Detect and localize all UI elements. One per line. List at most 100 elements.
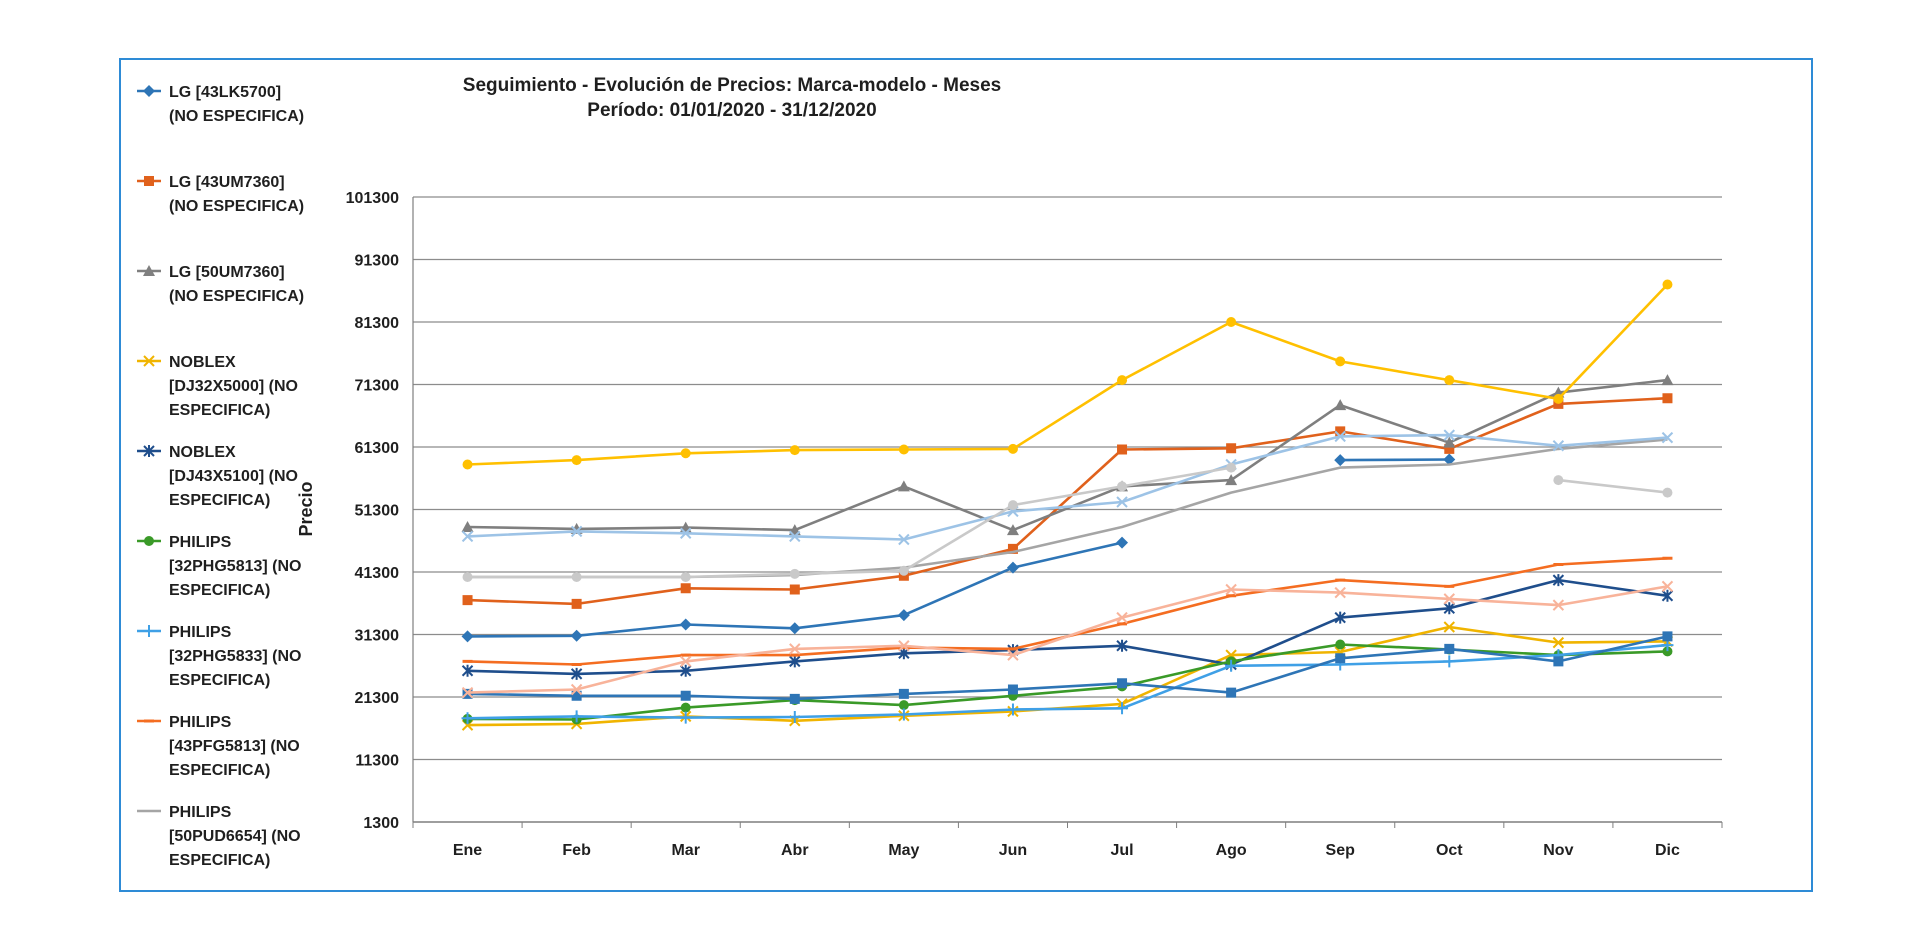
x-tick-label: Mar xyxy=(671,842,699,859)
y-axis-ticks: 1300 11300 21300 31300 41300 51300 61300 71300 8… xyxy=(346,190,399,832)
legend-item: LG [43UM7360] (NO ESPECIFICA) xyxy=(137,174,304,215)
data-point xyxy=(570,710,583,723)
data-point xyxy=(571,572,582,582)
data-point xyxy=(1662,279,1673,290)
legend-label: [32PHG5833] (NO xyxy=(169,648,302,665)
data-point xyxy=(789,568,800,579)
x-tick-label: May xyxy=(888,842,919,859)
data-point xyxy=(680,527,692,539)
y-tick-label: 41300 xyxy=(355,565,400,582)
data-point xyxy=(1552,574,1565,587)
data-point xyxy=(1226,317,1237,327)
y-tick-label: 101300 xyxy=(346,190,399,207)
legend-swatch-marker xyxy=(144,176,154,186)
data-point xyxy=(897,609,910,622)
data-point xyxy=(1443,593,1455,605)
data-point xyxy=(789,655,801,668)
data-point xyxy=(1553,475,1564,486)
x-tick-label: Jun xyxy=(999,842,1027,859)
x-tick-label: Abr xyxy=(781,842,809,859)
data-point xyxy=(680,702,691,713)
series-6 xyxy=(462,639,1673,725)
data-point xyxy=(1007,684,1018,695)
data-point xyxy=(788,622,801,635)
data-point xyxy=(1117,375,1128,386)
data-point xyxy=(789,643,801,655)
data-point xyxy=(680,664,692,677)
legend-label: ESPECIFICA) xyxy=(169,672,270,689)
legend-label: [43PFG5813] (NO xyxy=(169,738,300,755)
series-line xyxy=(467,396,1668,606)
data-point xyxy=(1006,703,1019,716)
y-tick-label: 1300 xyxy=(363,815,399,832)
legend-item: PHILIPS [43PFG5813] (NO ESPECIFICA) xyxy=(137,714,300,779)
data-point xyxy=(1443,436,1456,448)
data-point xyxy=(571,455,582,466)
legend-swatch-marker xyxy=(144,536,154,546)
gridlines xyxy=(412,196,1723,828)
data-point xyxy=(1662,487,1673,498)
data-point xyxy=(1116,639,1128,652)
legend-label: (NO ESPECIFICA) xyxy=(169,198,304,215)
legend-item: PHILIPS [50PUD6654] (NO ESPECIFICA) xyxy=(137,804,301,869)
data-point xyxy=(1443,429,1455,441)
data-point xyxy=(898,444,909,455)
y-tick-label: 11300 xyxy=(355,753,399,770)
series-line xyxy=(467,625,1668,727)
data-point xyxy=(1334,399,1347,411)
legend-label: ESPECIFICA) xyxy=(169,492,270,509)
data-point xyxy=(462,595,473,606)
y-tick-label: 51300 xyxy=(355,503,400,520)
data-point xyxy=(680,655,692,668)
data-point xyxy=(461,712,474,725)
data-point xyxy=(1661,374,1674,386)
y-tick-label: 81300 xyxy=(355,315,400,332)
legend-label: NOBLEX xyxy=(169,444,236,461)
data-point xyxy=(1662,646,1673,657)
legend-label: [DJ43X5100] (NO xyxy=(169,468,298,485)
x-tick-label: Sep xyxy=(1326,842,1356,859)
series-3 xyxy=(461,374,1674,536)
x-axis-ticks: Ene Feb Mar Abr May Jun Jul Ago Sep Oct Nov Dic xyxy=(453,842,1680,859)
data-point xyxy=(789,445,800,456)
data-point xyxy=(1552,599,1565,611)
data-point xyxy=(1661,589,1674,602)
data-point xyxy=(461,630,474,643)
legend-label: [DJ32X5000] (NO xyxy=(169,378,298,395)
series-lines xyxy=(461,279,1674,731)
legend-item: PHILIPS [32PHG5813] (NO ESPECIFICA) xyxy=(137,534,302,599)
data-point xyxy=(1334,586,1346,599)
chart-title: Seguimiento - Evolución de Precios: Marc… xyxy=(463,75,1001,96)
data-point xyxy=(789,584,800,595)
data-point xyxy=(1226,687,1237,698)
data-point xyxy=(1662,631,1673,642)
data-point xyxy=(680,448,691,459)
legend-label: (NO ESPECIFICA) xyxy=(169,288,304,305)
data-point xyxy=(1007,443,1018,454)
data-point xyxy=(570,525,583,538)
y-axis-label: Precio xyxy=(296,481,316,536)
series-line xyxy=(467,643,1668,720)
data-point xyxy=(789,693,800,704)
series-7 xyxy=(461,639,1674,725)
data-point xyxy=(679,618,692,631)
data-point xyxy=(788,711,801,723)
series-10 xyxy=(462,279,1673,470)
data-point xyxy=(1443,453,1456,466)
data-point xyxy=(1661,580,1674,593)
legend-label: [32PHG5813] (NO xyxy=(169,558,302,575)
legend-item: LG [43LK5700] (NO ESPECIFICA) xyxy=(137,84,304,125)
series-12 xyxy=(462,462,1673,582)
legend-label: LG [43LK5700] xyxy=(169,84,281,101)
legend-label: ESPECIFICA) xyxy=(169,852,270,869)
data-point xyxy=(1007,543,1018,554)
data-point xyxy=(897,708,910,721)
legend-label: [50PUD6654] (NO xyxy=(169,828,301,845)
data-point xyxy=(1334,454,1347,467)
y-tick-label: 91300 xyxy=(355,253,400,270)
data-point xyxy=(1225,659,1238,672)
series-line xyxy=(467,585,1668,694)
y-tick-label: 21300 xyxy=(355,690,400,707)
data-point xyxy=(1552,636,1565,649)
data-point xyxy=(1226,462,1237,473)
